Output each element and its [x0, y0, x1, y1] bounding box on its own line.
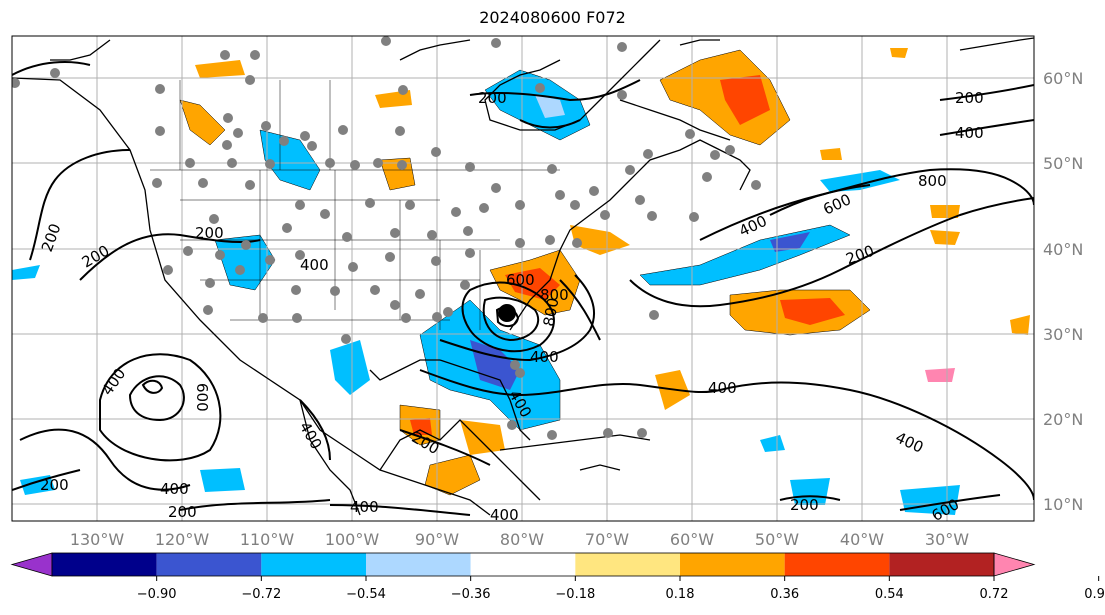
- lat-label: 50°N: [1043, 154, 1083, 173]
- colorbar-segment: [366, 553, 471, 576]
- colorbar: −0.90 −0.72 −0.54 −0.36 −0.18 0.18 0.36 0.54 0.7…: [10, 552, 1105, 602]
- coastlines: [12, 37, 1034, 516]
- contour-label: 400: [708, 379, 737, 397]
- contour-label: 400: [350, 498, 379, 516]
- colorbar-segment: [784, 553, 890, 576]
- longitude-labels: 130°W 120°W 110°W 100°W 90°W 80°W 70°W 6…: [70, 530, 969, 549]
- lon-label: 110°W: [240, 530, 295, 549]
- lon-label: 130°W: [70, 530, 125, 549]
- lon-label: 80°W: [500, 530, 544, 549]
- contour-label: 200: [40, 476, 69, 494]
- colorbar-tick-label: 0.54: [875, 587, 904, 602]
- lat-label: 20°N: [1043, 410, 1083, 429]
- contour-label: 600: [193, 383, 211, 412]
- latitude-labels: 60°N 50°N 40°N 30°N 20°N 10°N: [1043, 69, 1083, 514]
- colorbar-outline: [51, 552, 995, 577]
- colorbar-segment: [575, 553, 680, 576]
- contour-label: 200: [195, 224, 224, 242]
- contour-label: 400: [160, 480, 189, 498]
- lon-label: 60°W: [670, 530, 714, 549]
- colorbar-extend-low: [10, 552, 53, 577]
- map-frame: [11, 35, 1035, 522]
- colorbar-extend-high: [993, 552, 1036, 577]
- colorbar-tick-label: 0.18: [666, 587, 695, 602]
- station-markers: [12, 36, 761, 440]
- contour-label: 400: [530, 348, 559, 366]
- lat-label: 10°N: [1043, 495, 1083, 514]
- map-title: 2024080600 F072: [479, 8, 626, 27]
- lat-label: 60°N: [1043, 69, 1083, 88]
- lon-label: 30°W: [925, 530, 969, 549]
- colorbar-segment: [52, 553, 157, 576]
- colorbar-segment: [680, 553, 785, 576]
- colorbar-segment: [261, 553, 366, 576]
- colorbar-tick-label: −0.72: [241, 587, 281, 602]
- colorbar-tick-label: 0.90: [1084, 587, 1105, 602]
- lon-label: 120°W: [155, 530, 210, 549]
- contour-label: 400: [490, 506, 519, 524]
- contour-label: 800: [918, 172, 947, 190]
- lat-label: 40°N: [1043, 240, 1083, 259]
- contour-label: 200: [790, 496, 819, 514]
- contour-label: 600: [506, 271, 535, 289]
- lon-label: 70°W: [585, 530, 629, 549]
- contour-label: 800: [540, 296, 563, 327]
- contour-label: 200: [955, 89, 984, 107]
- colorbar-tick-label: 0.36: [770, 587, 799, 602]
- lon-label: 90°W: [415, 530, 459, 549]
- contour-label: 400: [955, 124, 984, 142]
- colorbar-segment: [470, 553, 576, 576]
- colorbar-segment: [889, 553, 994, 576]
- graticule: [12, 36, 1034, 521]
- colorbar-tick-label: −0.54: [346, 587, 386, 602]
- lon-label: 100°W: [325, 530, 380, 549]
- lat-label: 30°N: [1043, 325, 1083, 344]
- storm-center-marker: [498, 304, 516, 322]
- contour-label-group: 200 200 200 200 200 200 200 200 400 400 …: [38, 89, 984, 524]
- contour-lines: [12, 61, 1034, 516]
- colorbar-segment: [156, 553, 262, 576]
- contour-label: 200: [478, 89, 507, 107]
- lon-label: 40°W: [840, 530, 884, 549]
- lon-label: 50°W: [755, 530, 799, 549]
- contour-label: 400: [300, 256, 329, 274]
- contour-label: 800: [540, 286, 569, 304]
- colorbar-tick-label: −0.36: [451, 587, 491, 602]
- colorbar-tick-label: 0.72: [980, 587, 1009, 602]
- contour-label: 200: [168, 503, 197, 521]
- colorbar-tick-label: −0.90: [137, 587, 177, 602]
- colorbar-tick-label: −0.18: [555, 587, 595, 602]
